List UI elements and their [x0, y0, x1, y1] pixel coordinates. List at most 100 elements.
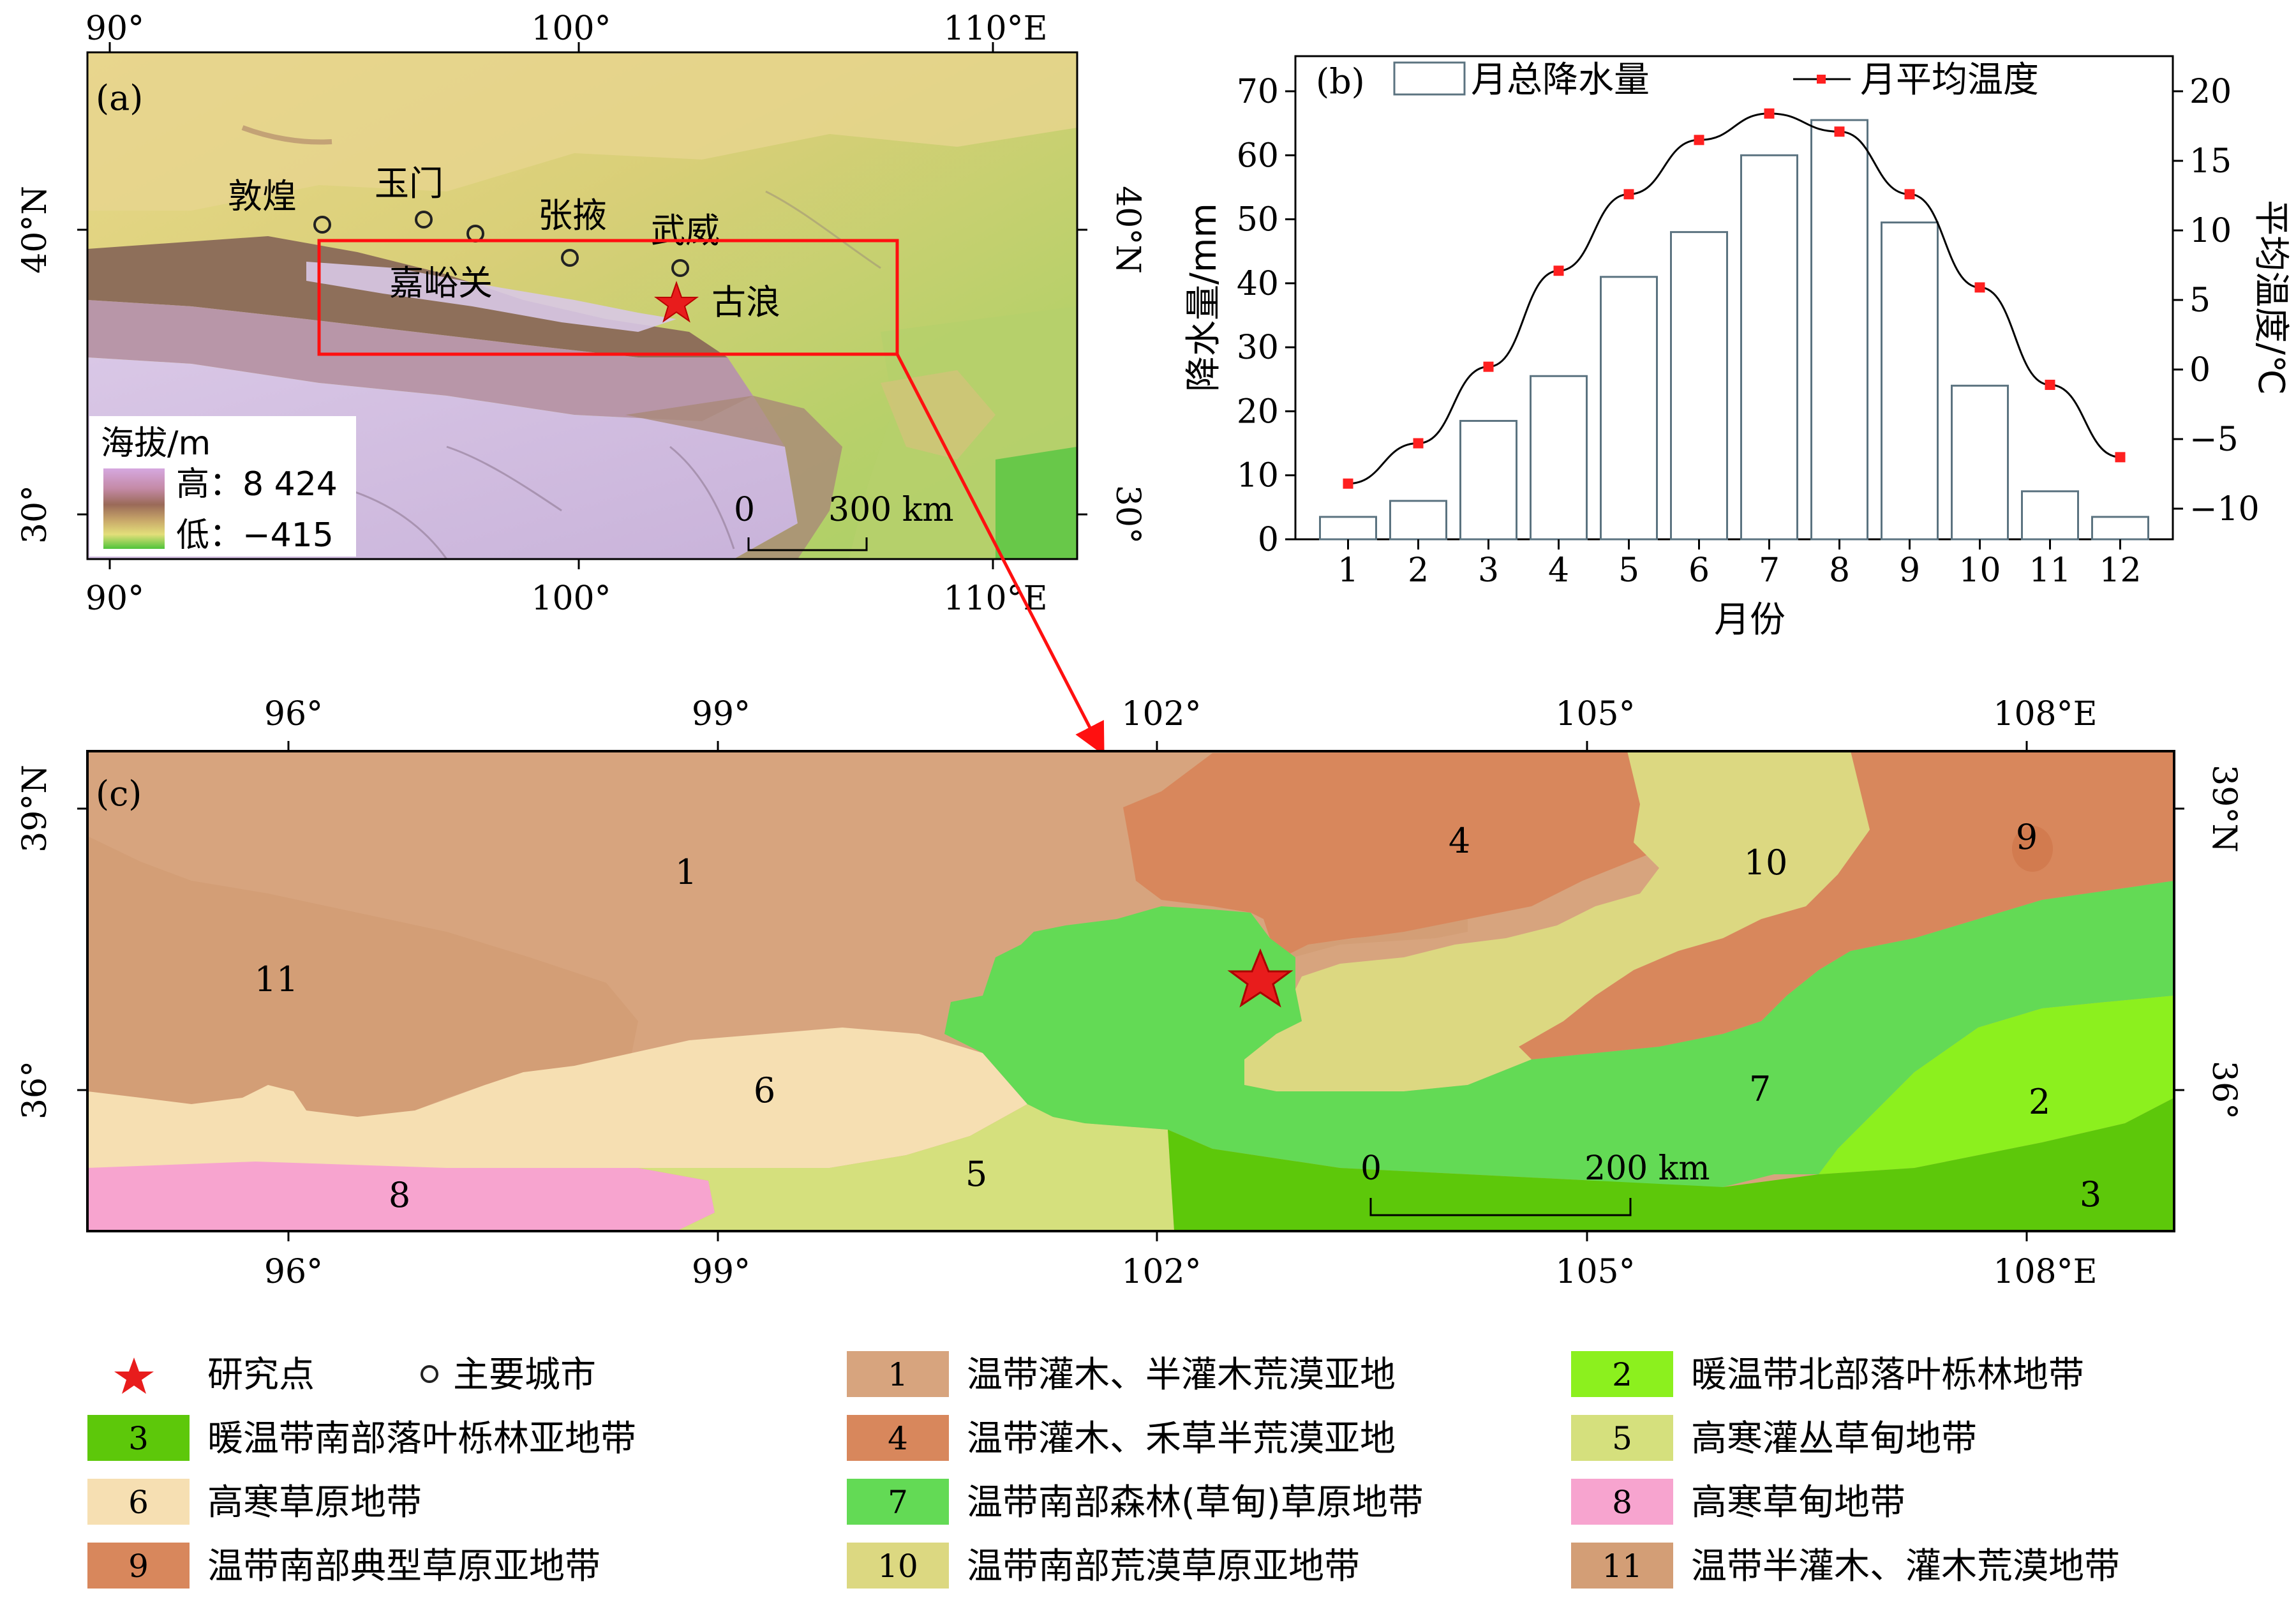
y-left-tick-label: 30: [1237, 329, 1279, 367]
legend-line-label: 月平均温度: [1860, 59, 2039, 101]
precip-bar-7: [1740, 154, 1798, 541]
y-left-tick-label: 50: [1237, 201, 1279, 239]
precip-bar-9: [1881, 221, 1939, 541]
y-right-tick-label: −5: [2189, 421, 2239, 459]
legend-swatch-4: [847, 1415, 949, 1461]
panel-a-map: [86, 51, 1078, 560]
legend-code-2: 2: [1612, 1356, 1632, 1393]
x-tick-label-3: 3: [1478, 551, 1499, 590]
legend-code-4: 4: [888, 1420, 908, 1457]
c-right-tick-36: 36°: [2205, 1061, 2243, 1119]
legend-name-1: 温带灌木、半灌木荒漠亚地: [967, 1354, 1396, 1396]
temperature-line: [1348, 112, 2121, 485]
zoom-arrow: [895, 353, 1105, 756]
legend-name-11: 温带半灌木、灌木荒漠地带: [1691, 1546, 2120, 1587]
legend-code-10: 10: [877, 1548, 918, 1585]
legend-code-8: 8: [1612, 1484, 1632, 1521]
legend-swatch-9: [87, 1543, 190, 1589]
temp-point-12: [2115, 452, 2126, 463]
c-top-tick-96: 96°: [264, 695, 323, 733]
city-dunhuang: 敦煌: [228, 176, 297, 216]
c-top-tick-108: 108°E: [1993, 695, 2097, 733]
c-bottom-tick-108: 108°E: [1993, 1253, 2097, 1291]
elevation-legend-high: 高：8 424: [176, 465, 338, 504]
scale-bar-c: [1369, 1198, 1632, 1216]
precip-bar-11: [2021, 490, 2079, 541]
precip-bar-10: [1951, 384, 2009, 541]
legend-swatch-8: [1571, 1479, 1673, 1525]
city-zhangye: 张掖: [538, 195, 607, 236]
legend-code-1: 1: [888, 1356, 908, 1393]
y-right-tick-label: −10: [2189, 490, 2260, 528]
elevation-legend: [89, 416, 356, 557]
elevation-legend-title: 海拔/m: [101, 424, 211, 463]
legend-site-label: 研究点: [207, 1354, 315, 1396]
y-right-tick-label: 10: [2189, 212, 2232, 250]
legend-bar-label: 月总降水量: [1471, 59, 1650, 101]
scale-bar-a: [747, 537, 868, 551]
panel-b-label: (b): [1316, 61, 1365, 101]
legend-name-10: 温带南部荒漠草原亚地带: [967, 1546, 1360, 1587]
c-right-tick-39: 39°N: [2205, 765, 2243, 853]
x-tick-label-4: 4: [1548, 551, 1569, 590]
x-tick-label-1: 1: [1338, 551, 1359, 590]
zone-3: [1168, 1098, 2174, 1231]
x-tick-label-11: 11: [2029, 551, 2071, 590]
site-star-c: [1227, 948, 1293, 1008]
temp-point-2: [1413, 438, 1424, 449]
zone-label-5: 5: [965, 1154, 987, 1194]
zone-label-6: 6: [754, 1070, 775, 1110]
precip-bar-1: [1319, 516, 1377, 541]
legend-swatch-6: [87, 1479, 190, 1525]
c-bottom-tick-102: 102°: [1121, 1253, 1201, 1291]
a-top-tick-110: 110°E: [943, 10, 1047, 48]
c-top-tick-99: 99°: [692, 695, 750, 733]
legend-swatch-11: [1571, 1543, 1673, 1589]
x-axis-label: 月份: [1714, 599, 1785, 641]
site-gulang: 古浪: [712, 282, 780, 322]
study-area-box: [317, 239, 899, 356]
x-tick-label-12: 12: [2099, 551, 2141, 590]
temp-point-7: [1764, 108, 1775, 119]
panel-c-map: [86, 750, 2175, 1232]
a-bottom-tick-100: 100°: [531, 579, 611, 618]
zone-5: [638, 1104, 1174, 1231]
precip-bar-8: [1810, 119, 1868, 541]
legend-swatch-3: [87, 1415, 190, 1461]
zone-label-2: 2: [2029, 1082, 2050, 1122]
y-left-tick-label: 20: [1237, 393, 1279, 431]
legend-swatch-7: [847, 1479, 949, 1525]
x-tick-label-9: 9: [1899, 551, 1920, 590]
temp-point-5: [1623, 189, 1634, 200]
precip-bar-12: [2091, 516, 2149, 541]
zone-label-4: 4: [1449, 821, 1470, 861]
legend-name-2: 暖温带北部落叶栎林地带: [1691, 1354, 2084, 1396]
y-right-tick-label: 15: [2189, 142, 2232, 181]
precip-bar-4: [1530, 375, 1588, 541]
legend-swatch-10: [847, 1543, 949, 1589]
legend-swatch-1: [847, 1351, 949, 1397]
zone-label-3: 3: [2080, 1174, 2101, 1215]
temp-point-4: [1553, 265, 1564, 276]
legend-code-5: 5: [1612, 1420, 1632, 1457]
legend-swatch-5: [1571, 1415, 1673, 1461]
site-star-a: [653, 280, 699, 323]
y-axis-right-label: 平均温度/℃: [2250, 200, 2292, 395]
a-left-tick-40: 40°N: [16, 186, 54, 274]
legend-name-3: 暖温带南部落叶栎林亚地带: [207, 1418, 636, 1460]
zone-11: [87, 836, 638, 1117]
legend-code-7: 7: [888, 1484, 908, 1521]
zone-label-1: 1: [675, 852, 697, 892]
panel-a-label: (a): [96, 78, 143, 118]
panel-a-ticks: [77, 42, 1087, 569]
precip-bar-6: [1670, 231, 1728, 541]
x-tick-label-5: 5: [1618, 551, 1639, 590]
x-tick-label-8: 8: [1829, 551, 1850, 590]
city-dunhuang-marker: [313, 216, 331, 234]
panel-c-label: (c): [96, 774, 142, 814]
map-legend: [114, 1357, 438, 1394]
zone-9: [1519, 751, 2174, 1059]
legend-site-star: [114, 1357, 154, 1394]
a-bottom-tick-90: 90°: [86, 579, 144, 618]
c-left-tick-36: 36°: [16, 1061, 54, 1119]
